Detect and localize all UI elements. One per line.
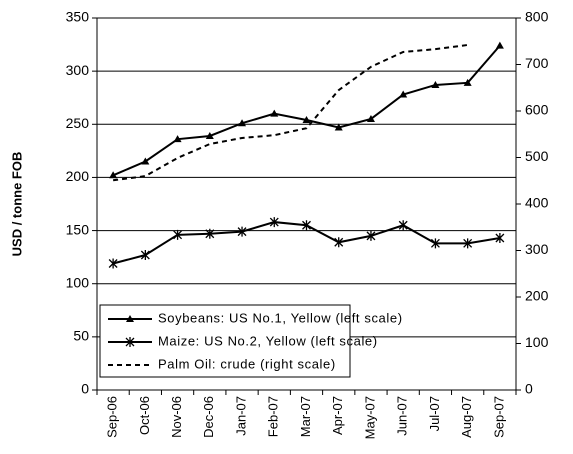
- x-tick-label: Feb-07: [266, 396, 281, 437]
- marker: [302, 116, 311, 124]
- y-tick-label: 150: [66, 221, 90, 237]
- y2-tick-label: 700: [525, 55, 549, 71]
- marker: [463, 238, 473, 249]
- y-tick-label: 250: [66, 115, 90, 131]
- y-tick-label: 300: [66, 62, 90, 78]
- marker: [270, 109, 279, 117]
- marker: [173, 229, 183, 240]
- x-tick-label: Sep-07: [491, 396, 506, 438]
- marker: [431, 80, 440, 88]
- x-tick-label: Jul-07: [427, 396, 442, 431]
- x-tick-label: Apr-07: [330, 396, 345, 435]
- series-line: [112, 44, 501, 177]
- y-tick-label: 0: [81, 381, 89, 397]
- marker: [334, 123, 343, 131]
- marker: [125, 337, 135, 347]
- y-axis-label: USD / tonne FOB: [9, 152, 24, 257]
- marker: [463, 78, 472, 86]
- marker: [495, 41, 504, 49]
- legend-label: Palm Oil: crude (right scale): [158, 356, 336, 371]
- y2-tick-label: 300: [525, 241, 549, 257]
- marker: [108, 258, 118, 269]
- x-tick-label: Nov-06: [169, 396, 184, 438]
- marker: [140, 250, 150, 261]
- marker: [334, 237, 344, 248]
- y-tick-label: 50: [73, 328, 89, 344]
- marker: [399, 90, 408, 98]
- legend-label: Soybeans: US No.1, Yellow (left scale): [158, 310, 403, 325]
- x-tick-label: Jan-07: [233, 396, 248, 436]
- x-tick-label: Dec-06: [201, 396, 216, 438]
- y-tick-label: 200: [66, 168, 90, 184]
- y2-tick-label: 200: [525, 288, 549, 304]
- y2-tick-label: 500: [525, 148, 549, 164]
- y2-tick-label: 400: [525, 195, 549, 211]
- marker: [302, 220, 311, 231]
- legend-label: Maize: US No.2, Yellow (left scale): [158, 333, 378, 348]
- marker: [430, 238, 440, 249]
- marker: [126, 315, 134, 322]
- marker: [205, 228, 215, 239]
- marker: [238, 119, 247, 127]
- y2-tick-label: 800: [525, 9, 549, 25]
- y2-tick-label: 100: [525, 334, 549, 350]
- marker: [398, 220, 408, 231]
- x-tick-label: May-07: [362, 396, 377, 439]
- y2-tick-label: 600: [525, 102, 549, 118]
- marker: [109, 171, 118, 179]
- marker: [495, 233, 505, 244]
- y2-tick-label: 0: [525, 381, 533, 397]
- x-tick-label: Oct-06: [137, 396, 152, 435]
- x-tick-label: Jun-07: [395, 396, 410, 436]
- x-tick-label: Mar-07: [298, 396, 313, 437]
- marker: [205, 131, 214, 139]
- x-tick-label: Aug-07: [459, 396, 474, 438]
- marker: [173, 135, 182, 143]
- marker: [366, 230, 376, 241]
- marker: [141, 157, 150, 165]
- marker: [366, 114, 375, 122]
- marker: [269, 217, 279, 228]
- x-tick-label: Sep-06: [105, 396, 120, 438]
- marker: [237, 226, 247, 237]
- y-tick-label: 350: [66, 9, 90, 25]
- series-line: [112, 43, 468, 182]
- y-tick-label: 100: [66, 274, 90, 290]
